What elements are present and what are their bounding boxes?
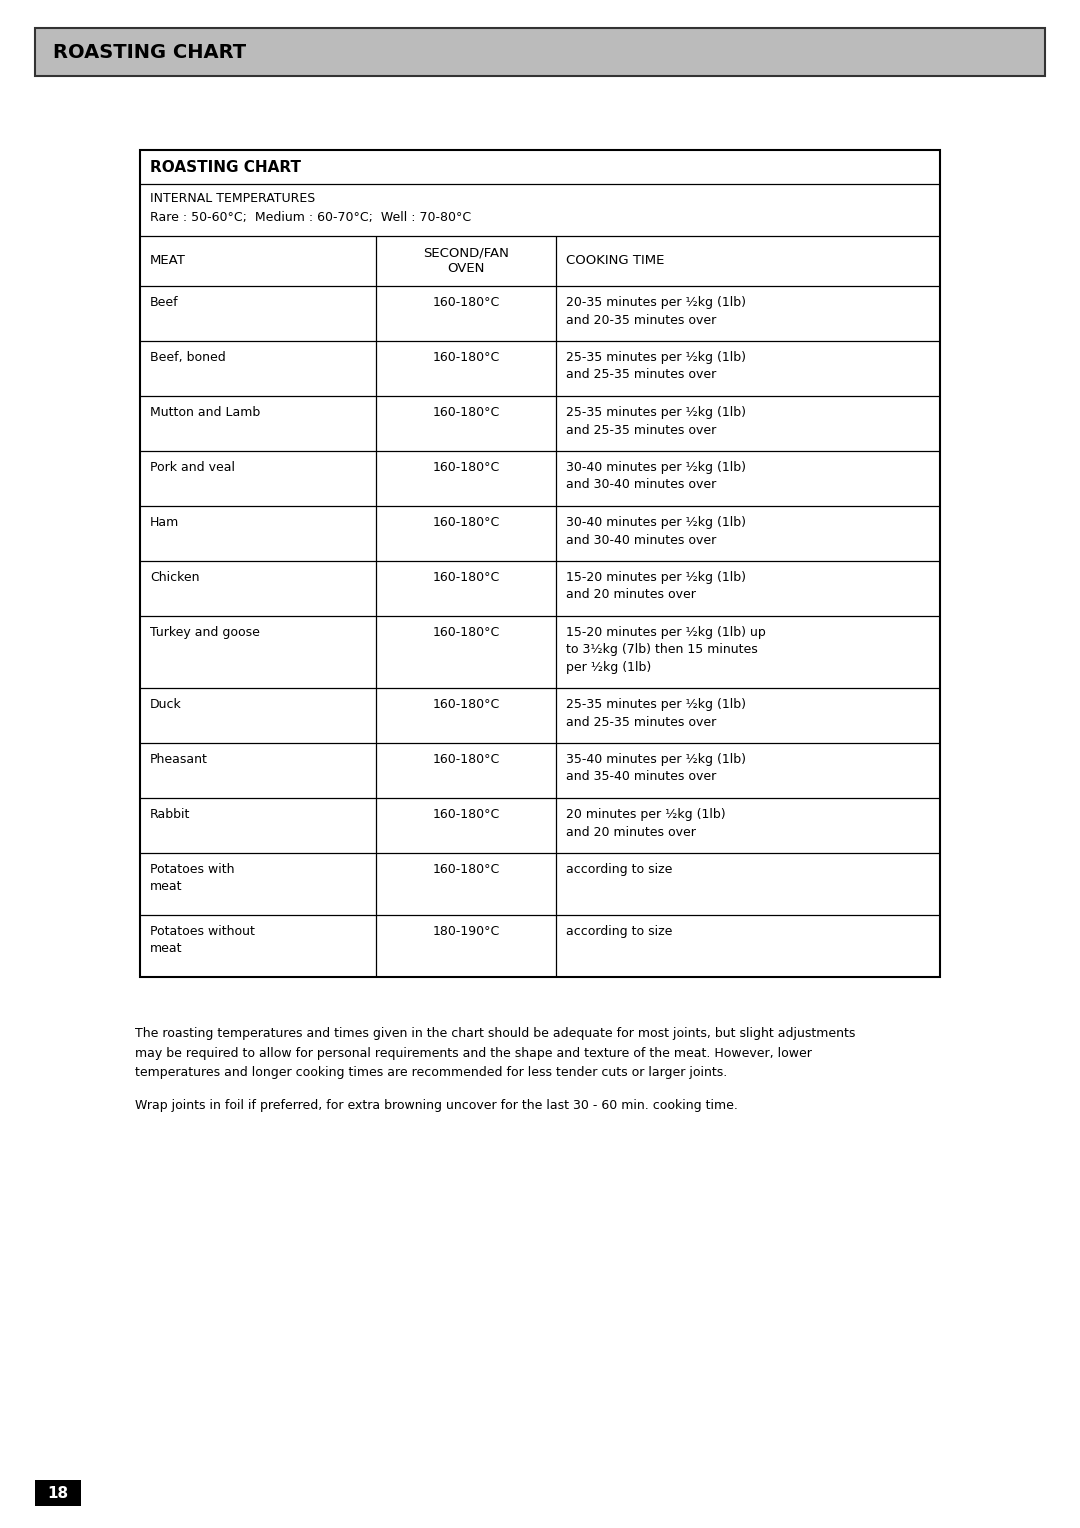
Text: 15-20 minutes per ½kg (1lb) up
to 3½kg (7lb) then 15 minutes
per ½kg (1lb): 15-20 minutes per ½kg (1lb) up to 3½kg (… (566, 626, 766, 674)
Text: Potatoes without
meat: Potatoes without meat (150, 924, 255, 955)
Text: 160-180°C: 160-180°C (432, 296, 500, 309)
Text: 25-35 minutes per ½kg (1lb)
and 25-35 minutes over: 25-35 minutes per ½kg (1lb) and 25-35 mi… (566, 406, 746, 437)
Text: Ham: Ham (150, 516, 179, 529)
Bar (140, 150, 940, 976)
Text: The roasting temperatures and times given in the chart should be adequate for mo: The roasting temperatures and times give… (135, 1027, 855, 1079)
Text: according to size: according to size (566, 924, 673, 938)
Text: Pork and veal: Pork and veal (150, 461, 235, 474)
Text: 160-180°C: 160-180°C (432, 698, 500, 711)
Text: Wrap joints in foil if preferred, for extra browning uncover for the last 30 - 6: Wrap joints in foil if preferred, for ex… (135, 1099, 738, 1112)
Bar (35, 1481, 81, 1507)
Text: 20 minutes per ½kg (1lb)
and 20 minutes over: 20 minutes per ½kg (1lb) and 20 minutes … (566, 808, 726, 839)
Bar (140, 150, 940, 976)
Text: Chicken: Chicken (150, 571, 200, 584)
Text: 160-180°C: 160-180°C (432, 406, 500, 419)
Text: 35-40 minutes per ½kg (1lb)
and 35-40 minutes over: 35-40 minutes per ½kg (1lb) and 35-40 mi… (566, 753, 746, 784)
Text: according to size: according to size (566, 863, 673, 876)
Text: Duck: Duck (150, 698, 181, 711)
Text: 30-40 minutes per ½kg (1lb)
and 30-40 minutes over: 30-40 minutes per ½kg (1lb) and 30-40 mi… (566, 461, 746, 492)
Text: Beef, boned: Beef, boned (150, 351, 226, 364)
Text: 160-180°C: 160-180°C (432, 863, 500, 876)
Text: Beef: Beef (150, 296, 178, 309)
Text: 180-190°C: 180-190°C (432, 924, 500, 938)
Text: 160-180°C: 160-180°C (432, 753, 500, 766)
Bar (35, 28, 1045, 76)
Text: Pheasant: Pheasant (150, 753, 207, 766)
Text: MEAT: MEAT (150, 255, 186, 267)
Text: ROASTING CHART: ROASTING CHART (53, 43, 246, 61)
Text: SECOND/FAN
OVEN: SECOND/FAN OVEN (423, 246, 509, 275)
Text: Rabbit: Rabbit (150, 808, 190, 821)
Text: 25-35 minutes per ½kg (1lb)
and 25-35 minutes over: 25-35 minutes per ½kg (1lb) and 25-35 mi… (566, 351, 746, 382)
Text: 160-180°C: 160-180°C (432, 571, 500, 584)
Text: INTERNAL TEMPERATURES
Rare : 50-60°C;  Medium : 60-70°C;  Well : 70-80°C: INTERNAL TEMPERATURES Rare : 50-60°C; Me… (150, 193, 471, 223)
Text: 160-180°C: 160-180°C (432, 516, 500, 529)
Text: 20-35 minutes per ½kg (1lb)
and 20-35 minutes over: 20-35 minutes per ½kg (1lb) and 20-35 mi… (566, 296, 746, 327)
Text: 25-35 minutes per ½kg (1lb)
and 25-35 minutes over: 25-35 minutes per ½kg (1lb) and 25-35 mi… (566, 698, 746, 729)
Text: ROASTING CHART: ROASTING CHART (150, 159, 301, 174)
Text: 160-180°C: 160-180°C (432, 808, 500, 821)
Text: Mutton and Lamb: Mutton and Lamb (150, 406, 260, 419)
Text: Turkey and goose: Turkey and goose (150, 626, 260, 639)
Text: 160-180°C: 160-180°C (432, 351, 500, 364)
Text: 160-180°C: 160-180°C (432, 461, 500, 474)
Text: 15-20 minutes per ½kg (1lb)
and 20 minutes over: 15-20 minutes per ½kg (1lb) and 20 minut… (566, 571, 746, 602)
Text: COOKING TIME: COOKING TIME (566, 255, 664, 267)
Text: 30-40 minutes per ½kg (1lb)
and 30-40 minutes over: 30-40 minutes per ½kg (1lb) and 30-40 mi… (566, 516, 746, 547)
Text: 18: 18 (48, 1485, 68, 1500)
Text: Potatoes with
meat: Potatoes with meat (150, 863, 234, 894)
Text: 160-180°C: 160-180°C (432, 626, 500, 639)
Bar (35, 28, 1045, 76)
